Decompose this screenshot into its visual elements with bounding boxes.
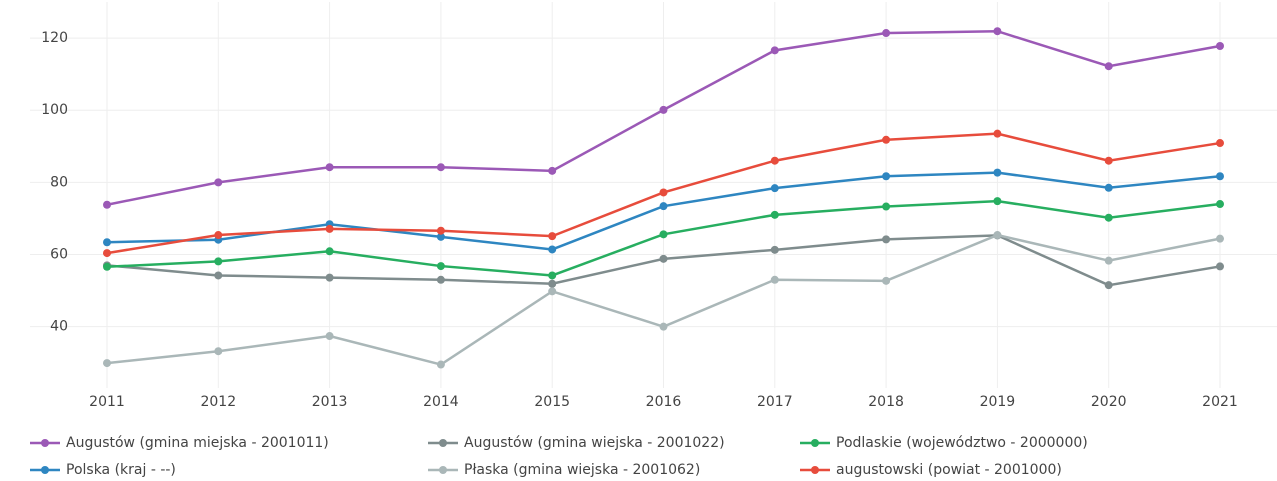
data-point bbox=[436, 232, 445, 241]
data-point bbox=[659, 202, 668, 211]
data-point bbox=[770, 245, 779, 254]
data-point bbox=[436, 226, 445, 235]
data-point bbox=[325, 332, 334, 341]
legend-swatch-dot bbox=[439, 439, 447, 447]
x-tick-label: 2017 bbox=[757, 394, 793, 410]
legend-swatch-dot bbox=[811, 439, 819, 447]
data-point bbox=[548, 245, 557, 254]
x-tick-label: 2012 bbox=[200, 394, 236, 410]
data-point bbox=[548, 287, 557, 296]
data-point bbox=[1104, 183, 1113, 192]
x-tick-label: 2014 bbox=[423, 394, 459, 410]
data-point bbox=[214, 271, 223, 280]
data-point bbox=[436, 262, 445, 271]
data-point bbox=[993, 129, 1002, 138]
data-point bbox=[882, 29, 891, 38]
x-tick-label: 2019 bbox=[980, 394, 1016, 410]
data-point bbox=[214, 231, 223, 240]
data-point bbox=[770, 275, 779, 284]
data-point bbox=[1104, 156, 1113, 165]
legend-swatch-dot bbox=[41, 439, 49, 447]
data-point bbox=[103, 262, 111, 271]
data-point bbox=[1216, 172, 1224, 181]
data-point bbox=[103, 249, 111, 258]
data-point bbox=[214, 257, 223, 266]
data-point bbox=[882, 202, 891, 211]
legend-label: Płaska (gmina wiejska - 2001062) bbox=[464, 462, 700, 478]
x-tick-label: 2013 bbox=[312, 394, 348, 410]
y-tick-label: 40 bbox=[50, 319, 68, 335]
data-point bbox=[993, 168, 1002, 177]
legend-label: Podlaskie (województwo - 2000000) bbox=[836, 435, 1088, 451]
data-point bbox=[770, 46, 779, 55]
legend-label: Augustów (gmina miejska - 2001011) bbox=[66, 435, 329, 451]
y-tick-label: 120 bbox=[41, 30, 68, 46]
y-tick-label: 100 bbox=[41, 102, 68, 118]
data-point bbox=[325, 247, 334, 256]
data-point bbox=[770, 156, 779, 165]
data-point bbox=[214, 347, 223, 356]
legend-swatch-dot bbox=[439, 466, 447, 474]
data-point bbox=[548, 232, 557, 241]
data-point bbox=[436, 275, 445, 284]
data-point bbox=[436, 163, 445, 172]
data-point bbox=[1104, 256, 1113, 265]
data-point bbox=[882, 276, 891, 285]
data-point bbox=[1104, 62, 1113, 71]
data-point bbox=[436, 360, 445, 369]
data-point bbox=[1216, 234, 1224, 243]
data-point bbox=[770, 184, 779, 193]
data-point bbox=[882, 172, 891, 181]
x-tick-label: 2021 bbox=[1202, 394, 1238, 410]
data-point bbox=[1216, 42, 1224, 51]
x-tick-label: 2018 bbox=[868, 394, 904, 410]
data-point bbox=[993, 27, 1002, 36]
data-point bbox=[770, 210, 779, 219]
data-point bbox=[993, 197, 1002, 206]
legend-label: Polska (kraj - --) bbox=[66, 462, 176, 478]
data-point bbox=[993, 231, 1002, 240]
legend-swatch-dot bbox=[811, 466, 819, 474]
data-point bbox=[103, 200, 111, 209]
data-point bbox=[882, 235, 891, 244]
legend-label: augustowski (powiat - 2001000) bbox=[836, 462, 1062, 478]
data-point bbox=[325, 224, 334, 233]
legend-label: Augustów (gmina wiejska - 2001022) bbox=[464, 435, 725, 451]
data-point bbox=[1104, 281, 1113, 290]
data-point bbox=[1104, 213, 1113, 222]
data-point bbox=[103, 238, 111, 247]
x-tick-label: 2016 bbox=[646, 394, 682, 410]
data-point bbox=[659, 188, 668, 197]
data-point bbox=[548, 271, 557, 280]
data-point bbox=[103, 359, 111, 368]
data-point bbox=[1216, 200, 1224, 209]
x-tick-label: 2011 bbox=[89, 394, 125, 410]
y-tick-label: 60 bbox=[50, 247, 68, 263]
data-point bbox=[882, 135, 891, 144]
data-point bbox=[659, 254, 668, 263]
x-tick-label: 2020 bbox=[1091, 394, 1127, 410]
x-tick-label: 2015 bbox=[534, 394, 570, 410]
legend-swatch-dot bbox=[41, 466, 49, 474]
data-point bbox=[659, 105, 668, 114]
data-point bbox=[659, 322, 668, 331]
data-point bbox=[325, 273, 334, 282]
data-point bbox=[214, 178, 223, 187]
data-point bbox=[325, 163, 334, 172]
data-point bbox=[659, 230, 668, 239]
data-point bbox=[1216, 262, 1224, 271]
data-point bbox=[1216, 139, 1224, 148]
data-point bbox=[548, 279, 557, 288]
data-point bbox=[548, 166, 557, 175]
y-tick-label: 80 bbox=[50, 174, 68, 190]
